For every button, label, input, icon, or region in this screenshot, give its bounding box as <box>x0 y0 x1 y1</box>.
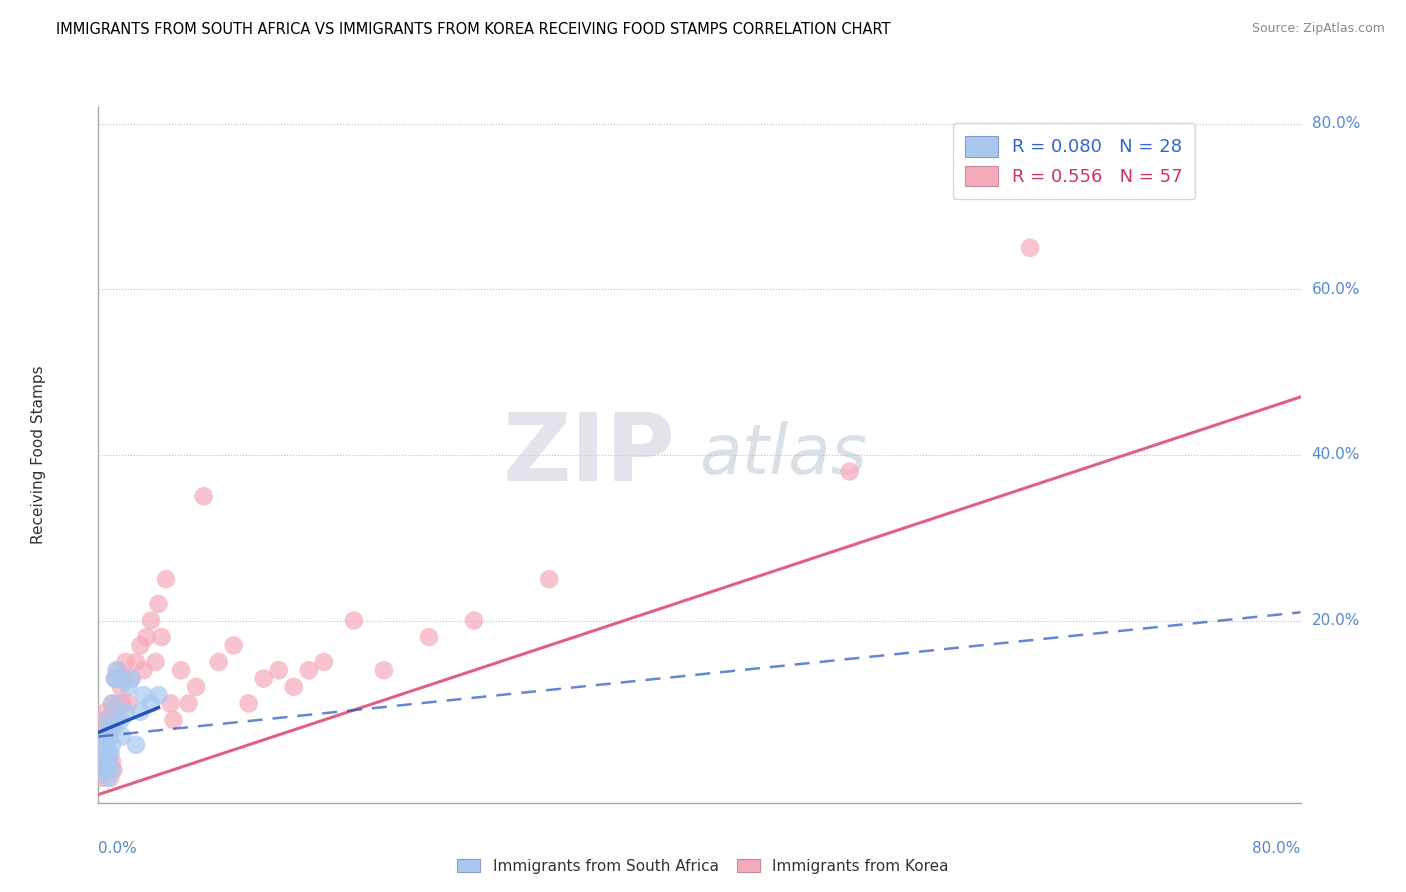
Point <box>125 655 148 669</box>
Point <box>90 771 112 785</box>
Point <box>145 655 167 669</box>
Point <box>373 663 395 677</box>
Point <box>162 713 184 727</box>
Point <box>238 697 260 711</box>
Point <box>103 763 125 777</box>
Point <box>101 763 124 777</box>
Point <box>93 730 115 744</box>
Point <box>103 697 125 711</box>
Point <box>91 755 114 769</box>
Text: IMMIGRANTS FROM SOUTH AFRICA VS IMMIGRANTS FROM KOREA RECEIVING FOOD STAMPS CORR: IMMIGRANTS FROM SOUTH AFRICA VS IMMIGRAN… <box>56 22 891 37</box>
Point <box>222 639 245 653</box>
Point <box>103 705 125 719</box>
Text: 40.0%: 40.0% <box>1312 448 1360 462</box>
Point <box>93 755 115 769</box>
Point <box>112 672 135 686</box>
Point <box>129 705 152 719</box>
Point <box>94 705 117 719</box>
Point <box>100 746 122 760</box>
Point <box>298 663 321 677</box>
Point <box>267 663 290 677</box>
Point <box>125 738 148 752</box>
Point <box>114 655 136 669</box>
Point <box>139 697 162 711</box>
Point <box>155 572 177 586</box>
Point <box>100 721 122 735</box>
Point <box>184 680 207 694</box>
Point <box>94 738 117 752</box>
Point <box>94 763 117 777</box>
Point <box>96 771 118 785</box>
Point <box>170 663 193 677</box>
Point <box>121 672 143 686</box>
Point <box>538 572 561 586</box>
Point <box>96 713 118 727</box>
Point <box>93 713 115 727</box>
Point <box>100 721 122 735</box>
Point <box>463 614 485 628</box>
Text: 20.0%: 20.0% <box>1312 613 1360 628</box>
Text: 80.0%: 80.0% <box>1253 841 1301 856</box>
Point <box>104 672 127 686</box>
Point <box>105 713 128 727</box>
Text: 80.0%: 80.0% <box>1312 116 1360 131</box>
Point <box>91 730 114 744</box>
Point <box>110 713 132 727</box>
Point <box>94 763 117 777</box>
Point <box>208 655 231 669</box>
Point <box>132 688 155 702</box>
Text: 60.0%: 60.0% <box>1312 282 1360 297</box>
Point <box>117 697 139 711</box>
Point <box>253 672 276 686</box>
Point <box>838 465 860 479</box>
Point <box>121 672 143 686</box>
Point <box>135 630 157 644</box>
Text: 0.0%: 0.0% <box>98 841 138 856</box>
Point <box>104 672 127 686</box>
Text: Source: ZipAtlas.com: Source: ZipAtlas.com <box>1251 22 1385 36</box>
Text: atlas: atlas <box>699 421 868 489</box>
Point <box>101 738 124 752</box>
Text: Receiving Food Stamps: Receiving Food Stamps <box>31 366 46 544</box>
Point <box>418 630 440 644</box>
Point <box>1019 241 1042 255</box>
Point <box>107 672 129 686</box>
Point <box>150 630 173 644</box>
Point <box>193 489 215 503</box>
Point <box>148 597 170 611</box>
Point <box>100 771 122 785</box>
Point <box>97 755 120 769</box>
Point <box>117 680 139 694</box>
Point <box>114 705 136 719</box>
Point <box>110 680 132 694</box>
Point <box>132 663 155 677</box>
Legend: Immigrants from South Africa, Immigrants from Korea: Immigrants from South Africa, Immigrants… <box>451 853 955 880</box>
Point <box>90 746 112 760</box>
Text: ZIP: ZIP <box>502 409 675 501</box>
Point <box>343 614 366 628</box>
Point <box>312 655 335 669</box>
Point <box>105 663 128 677</box>
Point <box>111 730 134 744</box>
Point <box>159 697 181 711</box>
Point <box>129 639 152 653</box>
Legend: R = 0.080   N = 28, R = 0.556   N = 57: R = 0.080 N = 28, R = 0.556 N = 57 <box>952 123 1195 199</box>
Point <box>101 697 124 711</box>
Point <box>96 721 118 735</box>
Point <box>177 697 200 711</box>
Point <box>108 697 131 711</box>
Point <box>97 713 120 727</box>
Point <box>101 755 124 769</box>
Point <box>97 730 120 744</box>
Point <box>283 680 305 694</box>
Point <box>96 755 118 769</box>
Point <box>97 746 120 760</box>
Point <box>103 721 125 735</box>
Point <box>91 763 114 777</box>
Point <box>139 614 162 628</box>
Point <box>148 688 170 702</box>
Point <box>111 697 134 711</box>
Point <box>107 663 129 677</box>
